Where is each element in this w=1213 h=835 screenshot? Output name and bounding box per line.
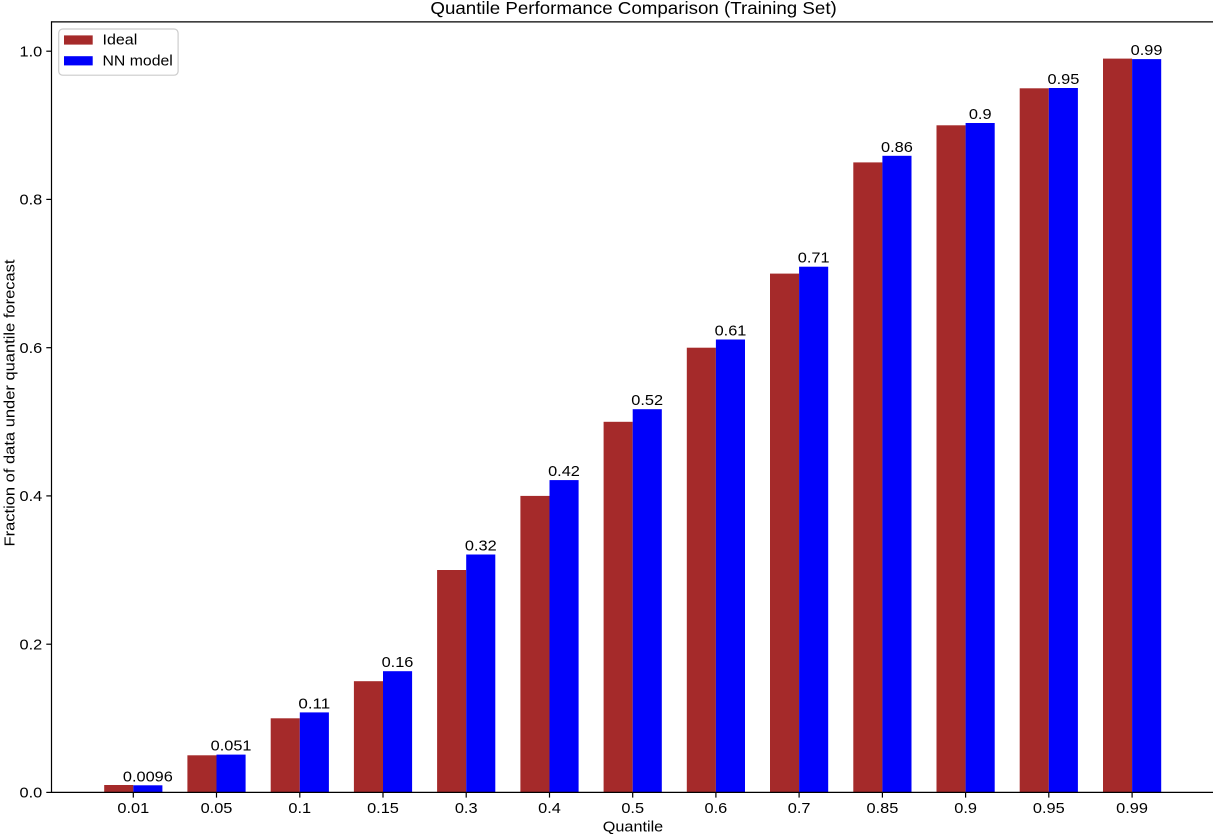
svg-text:0.2: 0.2 [20, 636, 43, 653]
svg-text:0.16: 0.16 [382, 654, 414, 671]
svg-text:Quantile Performance Compariso: Quantile Performance Comparison (Trainin… [430, 0, 836, 18]
svg-text:0.1: 0.1 [288, 800, 311, 817]
svg-text:0.71: 0.71 [798, 250, 830, 267]
svg-text:0.99: 0.99 [1131, 42, 1163, 59]
svg-text:0.6: 0.6 [705, 800, 728, 817]
svg-text:0.051: 0.051 [211, 738, 252, 755]
svg-text:0.9: 0.9 [969, 106, 992, 123]
svg-text:0.15: 0.15 [367, 800, 399, 817]
svg-text:0.4: 0.4 [538, 800, 561, 817]
svg-text:0.0096: 0.0096 [123, 768, 173, 785]
svg-text:0.42: 0.42 [548, 463, 580, 480]
svg-text:0.86: 0.86 [881, 139, 913, 156]
svg-text:0.8: 0.8 [20, 192, 43, 209]
svg-text:0.95: 0.95 [1048, 71, 1080, 88]
svg-text:0.85: 0.85 [867, 800, 899, 817]
svg-text:0.61: 0.61 [715, 323, 747, 340]
svg-text:Quantile: Quantile [603, 819, 663, 835]
svg-text:0.11: 0.11 [298, 695, 330, 712]
svg-text:0.01: 0.01 [117, 800, 149, 817]
svg-text:0.6: 0.6 [20, 340, 43, 357]
svg-text:NN model: NN model [103, 52, 173, 69]
svg-text:0.4: 0.4 [20, 488, 43, 505]
svg-text:0.99: 0.99 [1116, 800, 1148, 817]
svg-text:0.7: 0.7 [788, 800, 811, 817]
svg-text:1.0: 1.0 [20, 43, 43, 60]
svg-text:0.5: 0.5 [621, 800, 644, 817]
svg-text:Fraction of data under quantil: Fraction of data under quantile forecast [2, 259, 19, 547]
svg-text:0.52: 0.52 [631, 392, 663, 409]
svg-text:0.95: 0.95 [1033, 800, 1065, 817]
svg-text:0.32: 0.32 [465, 538, 497, 555]
svg-text:Ideal: Ideal [103, 32, 138, 49]
svg-text:0.0: 0.0 [20, 785, 43, 802]
svg-text:0.9: 0.9 [954, 800, 977, 817]
svg-text:0.3: 0.3 [455, 800, 478, 817]
svg-text:0.05: 0.05 [201, 800, 233, 817]
